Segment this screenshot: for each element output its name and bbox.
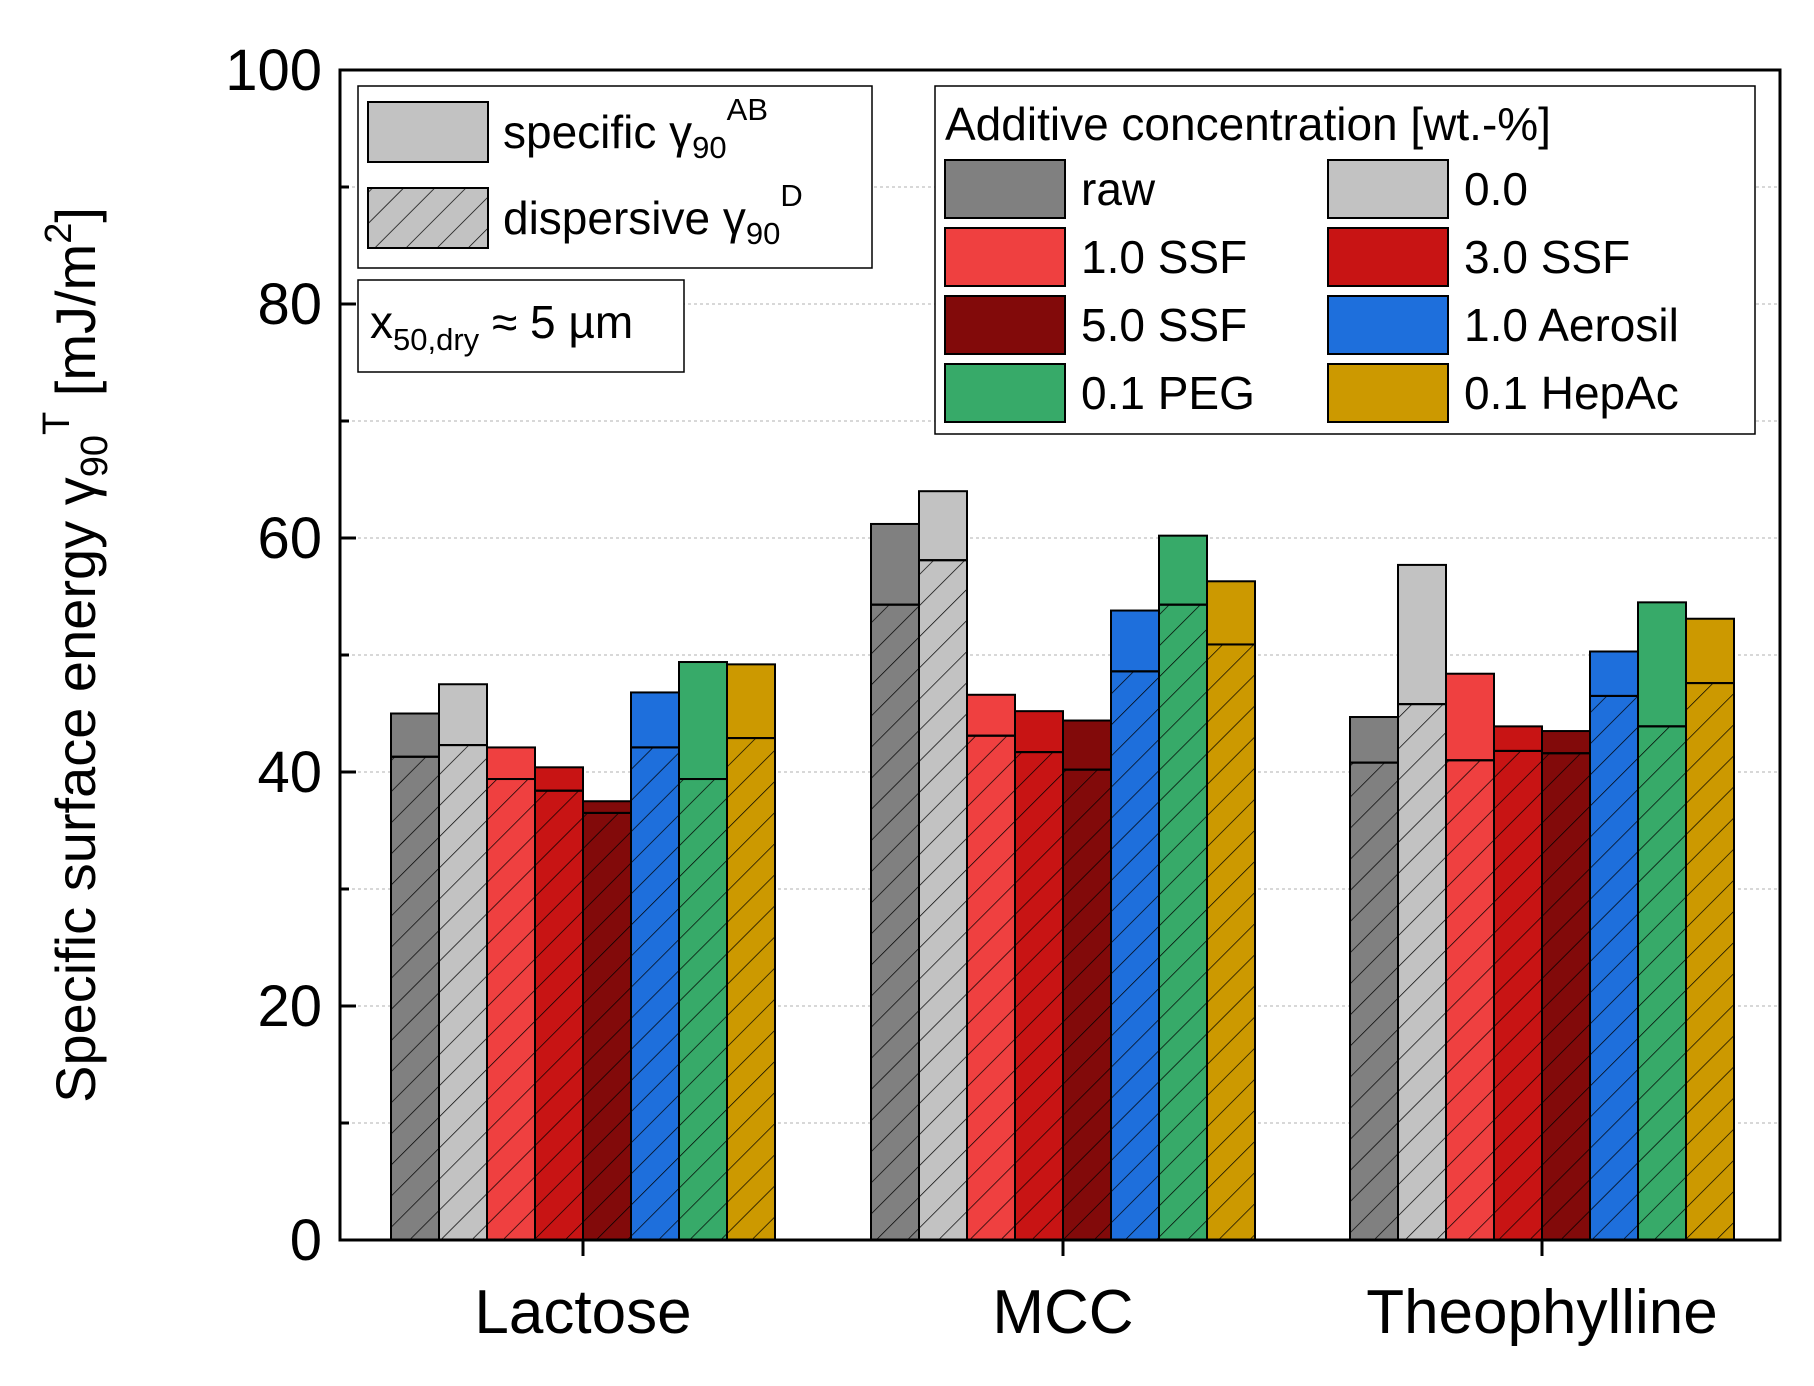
y-tick-label: 0 [290, 1208, 322, 1273]
bar-hatch-mcc-5-0-ssf [1062, 768, 1112, 1241]
bar-specific-mcc-raw [870, 522, 920, 606]
bar-specific-theophylline-0-0 [1397, 563, 1447, 706]
bar-hatch-theophylline-3-0-ssf [1493, 749, 1543, 1241]
bar-hatch-mcc-3-0-ssf [1014, 751, 1064, 1241]
series-legend-title: Additive concentration [wt.-%] [945, 98, 1551, 150]
bar-hatch-mcc-raw [870, 603, 920, 1241]
bar-hatch-mcc-1-0-aerosil [1110, 670, 1160, 1241]
bar-specific-mcc-0-1-peg [1158, 534, 1208, 606]
bar-hatch-lactose-raw [390, 755, 440, 1241]
legend-swatch-3-0-ssf [1327, 227, 1449, 287]
legend-swatch-0-0 [1327, 159, 1449, 219]
y-tick-label: 80 [257, 272, 322, 337]
bar-specific-lactose-1-0-aerosil [630, 691, 680, 749]
legend-label-1-0-ssf: 1.0 SSF [1081, 231, 1247, 283]
bar-hatch-mcc-0-0 [918, 559, 968, 1241]
bar-specific-lactose-0-1-hepac [726, 663, 776, 740]
y-axis-label: Specific surface energy γ90T [mJ/m2] [36, 207, 116, 1103]
bar-specific-mcc-3-0-ssf [1014, 710, 1064, 754]
legend-label-raw: raw [1081, 163, 1156, 215]
bar-specific-mcc-1-0-ssf [966, 693, 1016, 737]
bar-specific-lactose-raw [390, 712, 440, 758]
y-tick-label: 100 [225, 38, 322, 103]
bar-specific-theophylline-0-1-peg [1637, 601, 1687, 728]
bar-specific-theophylline-0-1-hepac [1685, 617, 1735, 685]
bar-specific-mcc-1-0-aerosil [1110, 609, 1160, 673]
bar-specific-lactose-0-0 [438, 683, 488, 747]
bar-specific-lactose-1-0-ssf [486, 746, 536, 781]
bar-hatch-theophylline-raw [1349, 761, 1399, 1241]
legend-swatch-5-0-ssf [944, 295, 1066, 355]
bar-hatch-theophylline-0-1-hepac [1685, 682, 1735, 1241]
bar-specific-mcc-5-0-ssf [1062, 719, 1112, 771]
legends: specific γ90AB dispersive γ90D x50,dry ≈ 5… [357, 85, 1756, 435]
y-tick-label: 40 [257, 740, 322, 805]
legend-swatch-0-1-peg [944, 363, 1066, 423]
bar-hatch-mcc-0-1-peg [1158, 603, 1208, 1241]
component-swatch-hatch [367, 187, 489, 249]
bar-specific-theophylline-5-0-ssf [1541, 730, 1591, 755]
bar-hatch-lactose-0-1-peg [678, 778, 728, 1242]
bar-hatch-mcc-0-1-hepac [1206, 643, 1256, 1241]
bar-hatch-theophylline-1-0-ssf [1445, 759, 1495, 1241]
bars [390, 490, 1735, 1242]
legend-swatch-0-1-hepac [1327, 363, 1449, 423]
bar-specific-theophylline-raw [1349, 716, 1399, 764]
legend-label-0-1-peg: 0.1 PEG [1081, 367, 1255, 419]
bar-hatch-lactose-0-0 [438, 744, 488, 1242]
bar-specific-lactose-5-0-ssf [582, 800, 632, 814]
x-tick-label-lactose: Lactose [474, 1278, 691, 1347]
y-tick-label: 60 [257, 506, 322, 571]
bar-hatch-theophylline-0-1-peg [1637, 725, 1687, 1241]
bar-specific-theophylline-1-0-aerosil [1589, 650, 1639, 697]
component-legend-label: dispersive γ90D [503, 178, 803, 251]
annotation-box [357, 279, 685, 373]
bar-hatch-theophylline-1-0-aerosil [1589, 694, 1639, 1241]
legend-swatch-1-0-aerosil [1327, 295, 1449, 355]
legend-label-3-0-ssf: 3.0 SSF [1464, 231, 1630, 283]
bar-hatch-lactose-3-0-ssf [534, 789, 584, 1241]
legend-label-0-1-hepac: 0.1 HepAc [1464, 367, 1679, 419]
bar-specific-mcc-0-1-hepac [1206, 580, 1256, 646]
legend-label-5-0-ssf: 5.0 SSF [1081, 299, 1247, 351]
bar-hatch-mcc-1-0-ssf [966, 734, 1016, 1241]
bar-hatch-theophylline-0-0 [1397, 703, 1447, 1241]
bar-specific-theophylline-3-0-ssf [1493, 725, 1543, 752]
y-tick-label: 20 [257, 974, 322, 1039]
bar-hatch-lactose-0-1-hepac [726, 737, 776, 1241]
bar-specific-mcc-0-0 [918, 490, 968, 562]
bar-hatch-lactose-1-0-ssf [486, 778, 536, 1242]
bar-hatch-lactose-1-0-aerosil [630, 746, 680, 1241]
x-tick-label-mcc: MCC [992, 1278, 1133, 1347]
bar-hatch-theophylline-5-0-ssf [1541, 752, 1591, 1242]
bar-specific-theophylline-1-0-ssf [1445, 672, 1495, 762]
bar-specific-lactose-3-0-ssf [534, 766, 584, 792]
bar-hatch-lactose-5-0-ssf [582, 811, 632, 1241]
legend-label-1-0-aerosil: 1.0 Aerosil [1464, 299, 1679, 351]
legend-swatch-1-0-ssf [944, 227, 1066, 287]
component-swatch-solid [367, 101, 489, 163]
particle-size-annotation: x50,dry ≈ 5 µm [370, 296, 633, 357]
component-legend-label: specific γ90AB [503, 92, 768, 165]
x-tick-label-theophylline: Theophylline [1366, 1278, 1718, 1347]
legend-label-0-0: 0.0 [1464, 163, 1528, 215]
legend-swatch-raw [944, 159, 1066, 219]
bar-specific-lactose-0-1-peg [678, 661, 728, 781]
axes: 0 20 40 60 80 100 Lactose MCC Theophylline Specif… [36, 38, 1782, 1347]
